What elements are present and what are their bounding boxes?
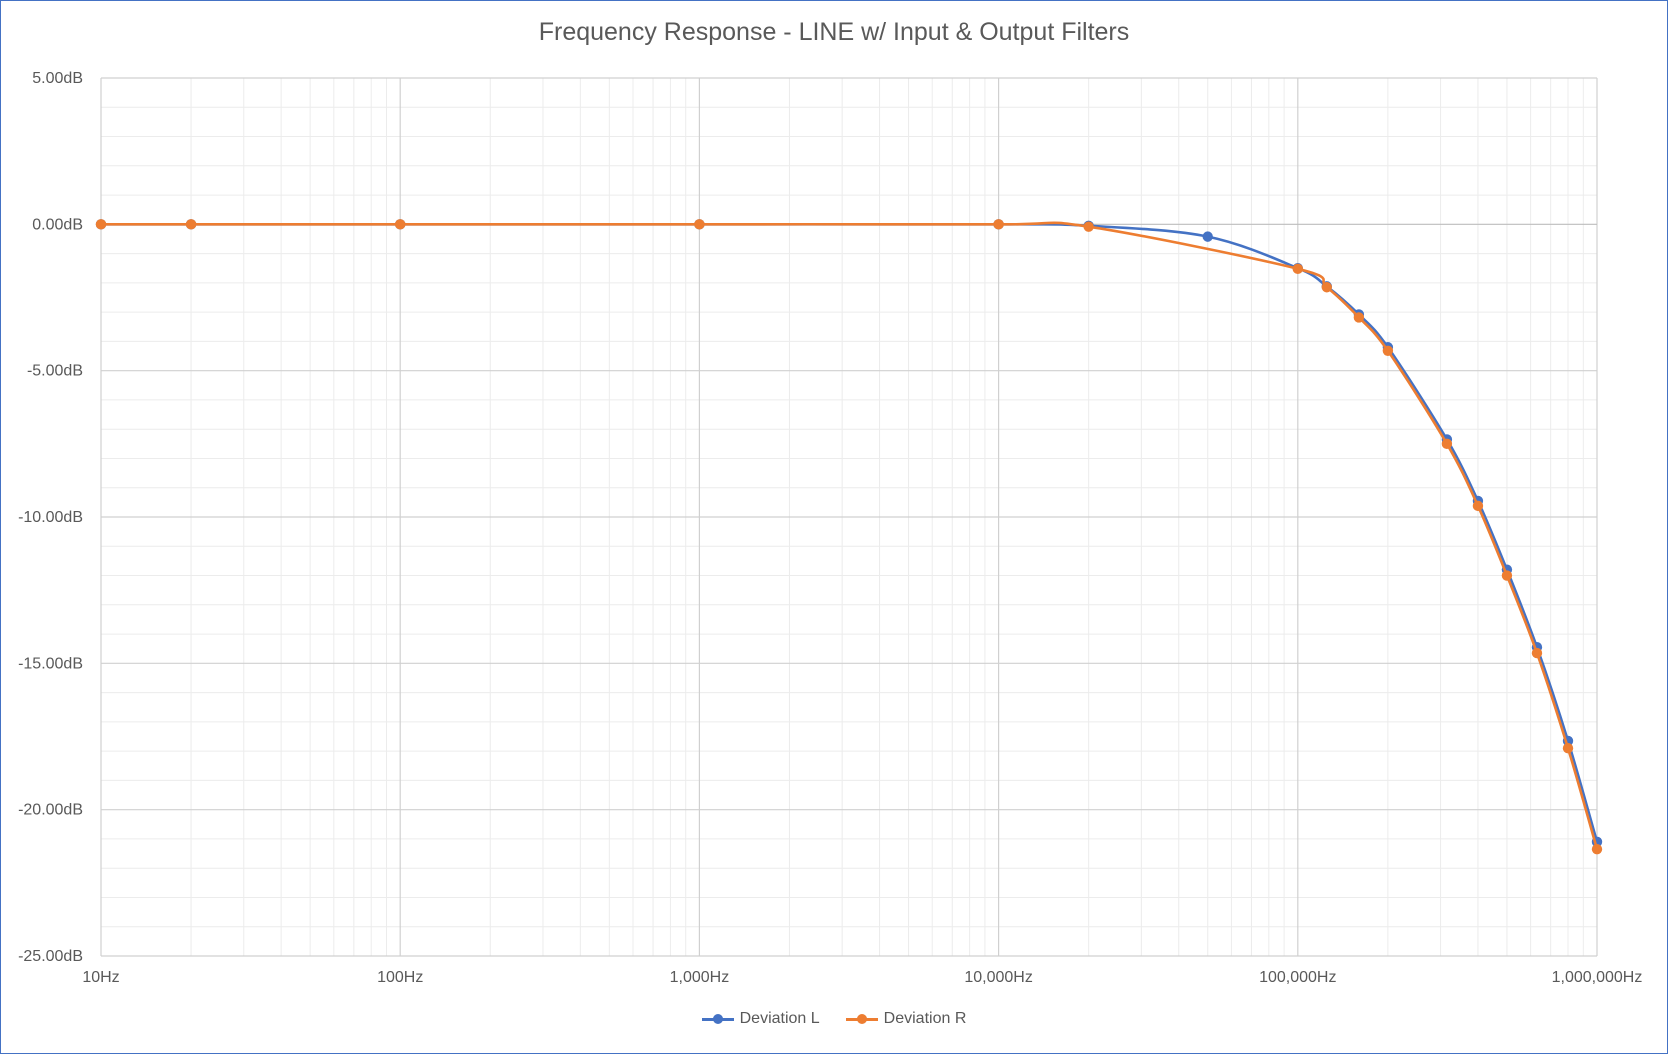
legend-item: Deviation L (701, 1010, 820, 1028)
series-line (101, 221, 1599, 850)
data-point (185, 219, 197, 230)
series-1 (95, 219, 1603, 848)
y-tick-label: -20.00dB (18, 802, 83, 819)
x-tick-label: 1,000Hz (670, 969, 730, 986)
y-axis-tick-labels: 5.00dB 0.00dB -5.00dB -10.00dB -15.00dB -20.0… (18, 70, 83, 965)
data-point (1501, 570, 1513, 581)
y-tick-label: -5.00dB (27, 363, 83, 380)
data-point (1292, 263, 1304, 275)
x-tick-label: 10Hz (82, 969, 119, 986)
data-point (1083, 221, 1094, 232)
data-point (1321, 282, 1332, 293)
data-point (1353, 312, 1365, 323)
y-tick-label: -15.00dB (18, 655, 83, 672)
data-point (1472, 500, 1484, 512)
series-layer (95, 219, 1603, 855)
data-point (1202, 231, 1213, 242)
legend-label: Deviation L (739, 1010, 820, 1027)
y-tick-label: 0.00dB (32, 216, 83, 233)
legend: Deviation L Deviation R (0, 1010, 1668, 1028)
data-point (1562, 743, 1574, 754)
x-axis-tick-labels: 10Hz 100Hz 1,000Hz 10,000Hz 100,000Hz 1,000,0… (82, 969, 1642, 986)
data-point (993, 219, 1004, 230)
data-point (395, 219, 406, 230)
legend-label: Deviation R (883, 1010, 967, 1027)
x-tick-label: 10,000Hz (964, 969, 1033, 986)
legend-marker (701, 1013, 734, 1025)
x-tick-label: 100,000Hz (1259, 969, 1336, 986)
x-tick-label: 1,000,000Hz (1552, 969, 1643, 986)
data-point (95, 219, 107, 230)
legend-item: Deviation R (845, 1010, 967, 1028)
data-point (1441, 438, 1453, 450)
series-2 (95, 219, 1603, 855)
data-point (1382, 345, 1394, 356)
chart-title: Frequency Response - LINE w/ Input & Out… (538, 18, 1130, 46)
data-point (694, 219, 705, 230)
y-tick-label: -10.00dB (18, 509, 83, 526)
x-tick-label: 100Hz (377, 969, 423, 986)
legend-marker (845, 1013, 878, 1025)
major-gridlines (100, 77, 1598, 957)
data-point (1591, 843, 1603, 855)
y-tick-label: 5.00dB (32, 70, 83, 87)
y-tick-label: -25.00dB (18, 948, 83, 965)
series-line (101, 222, 1599, 843)
data-point (1531, 647, 1543, 659)
